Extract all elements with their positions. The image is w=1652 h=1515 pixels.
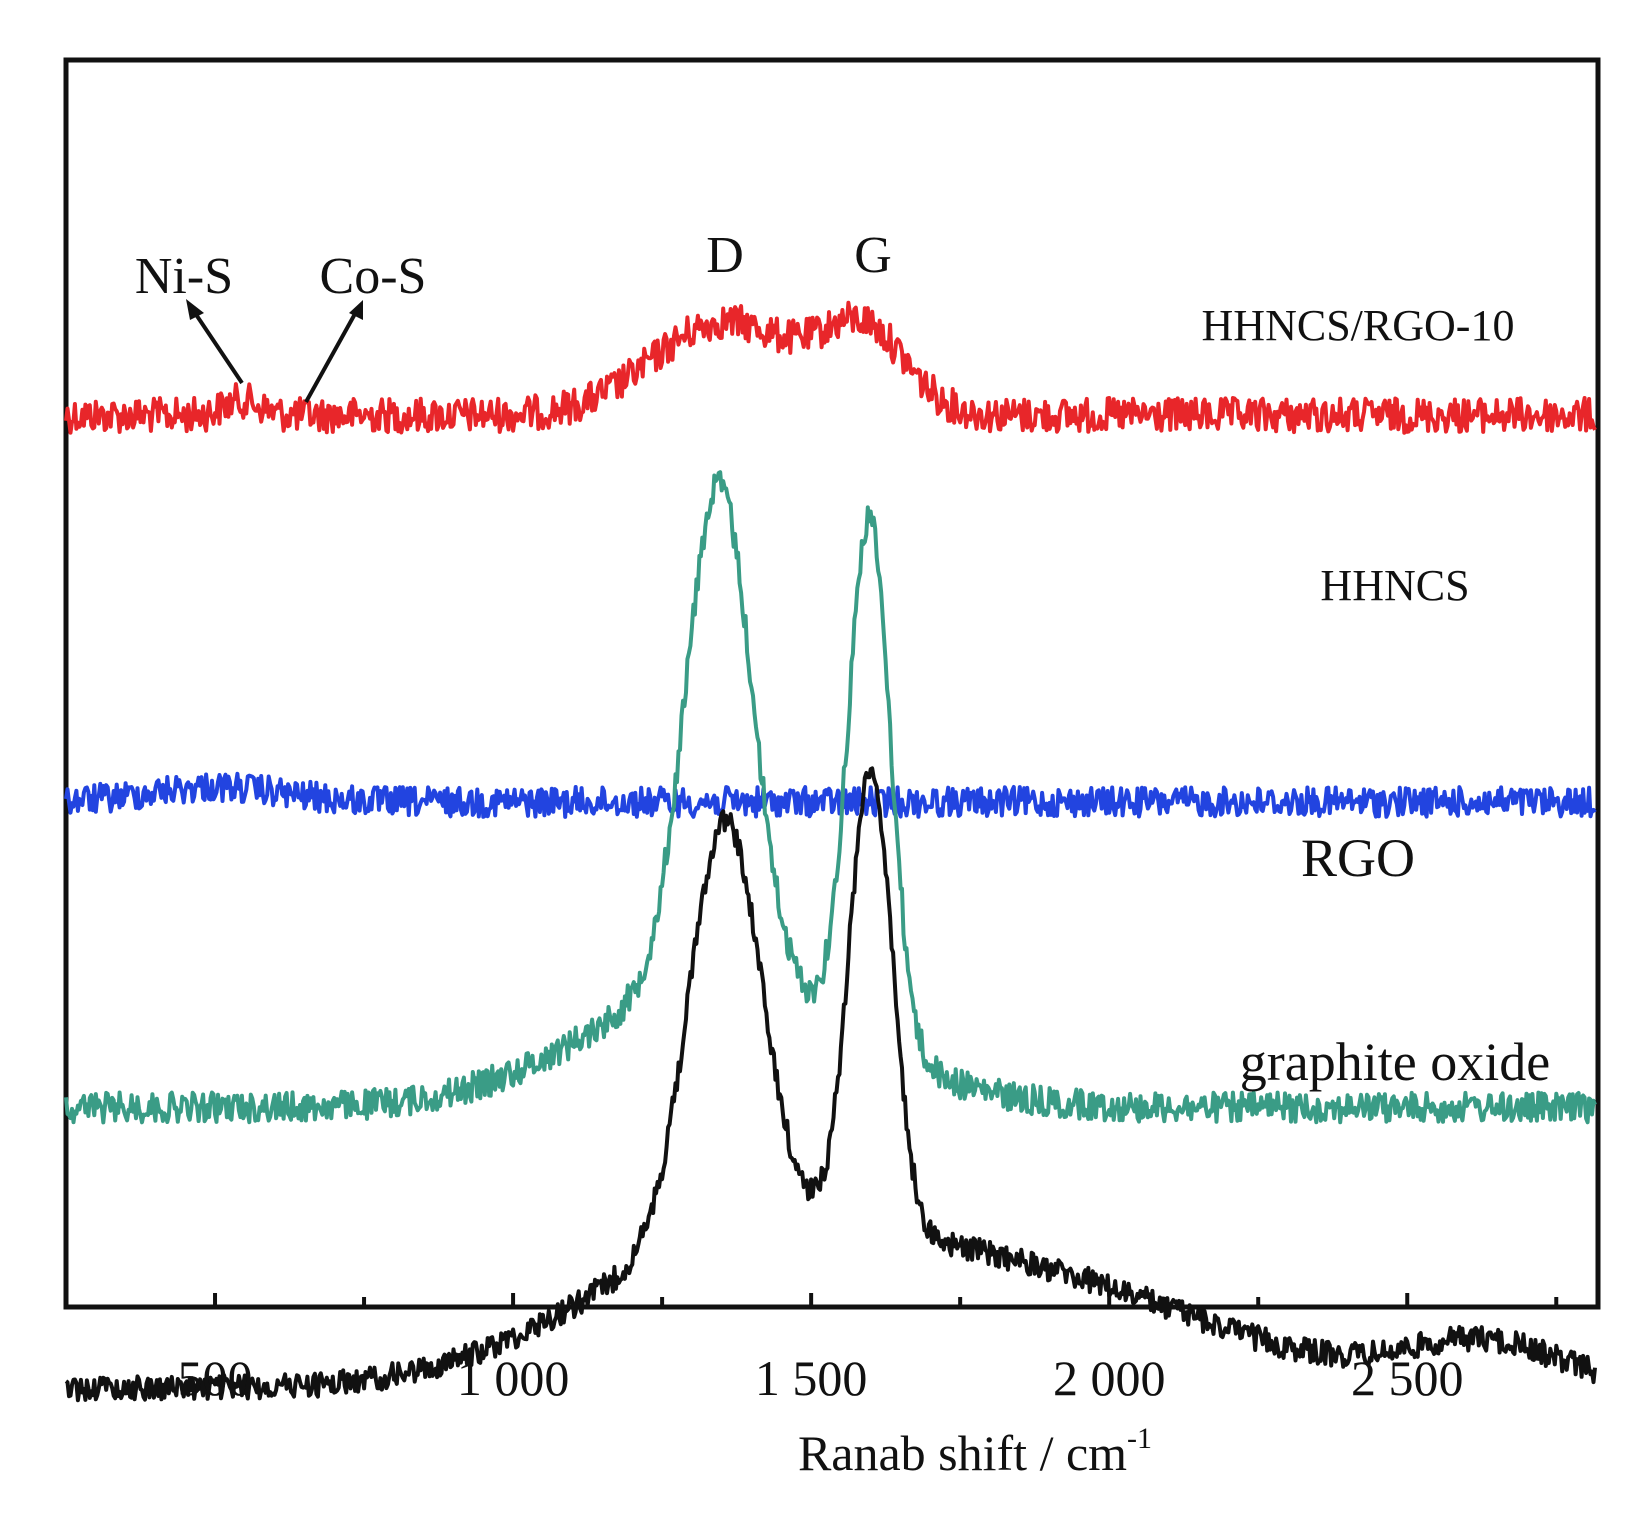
series-label-graphite-oxide: graphite oxide <box>1240 1032 1550 1092</box>
x-tick-label: 2 500 <box>1351 1350 1464 1406</box>
annotation-ni-s: Ni-S <box>135 248 233 305</box>
series-traces <box>64 300 1597 1403</box>
series-line-hhncs-rgo-10 <box>64 300 1597 435</box>
series-label-hhncs: HHNCS <box>1320 561 1469 610</box>
series-line-graphite-oxide <box>64 766 1597 1403</box>
x-axis-ticks: 500 1 000 1 500 2 000 2 500 <box>64 1293 1559 1406</box>
x-tick-label: 1 500 <box>755 1350 868 1406</box>
series-label-rgo: RGO <box>1301 828 1415 888</box>
annotation-g-band: G <box>854 227 892 284</box>
annotation-d-band: D <box>706 227 744 284</box>
series-label-hhncs-rgo10: HHNCS/RGO-10 <box>1202 301 1515 350</box>
series-line-rgo <box>64 470 1597 1125</box>
x-tick-label: 1 000 <box>457 1350 570 1406</box>
ni-s-arrow <box>186 299 244 385</box>
x-axis-title: Ranab shift / cm-1 <box>798 1422 1152 1481</box>
co-s-arrow <box>304 300 363 403</box>
plot-frame <box>63 57 1601 1310</box>
series-line-hhncs <box>64 771 1597 819</box>
x-tick-label: 2 000 <box>1053 1350 1166 1406</box>
x-axis-title-superscript: -1 <box>1127 1422 1152 1455</box>
x-tick-label: 500 <box>178 1350 253 1406</box>
annotation-co-s: Co-S <box>320 248 427 305</box>
